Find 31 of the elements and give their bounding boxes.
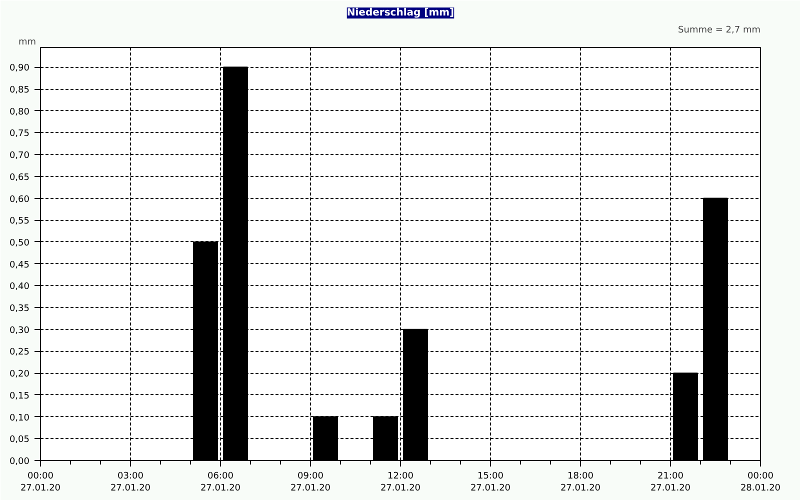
y-tick-label: 0,85 (9, 86, 30, 96)
y-tick-label: 0,55 (9, 216, 30, 227)
y-tick-label: 0,50 (9, 238, 30, 248)
x-tick-label: 15:00 27.01.20 (470, 472, 511, 494)
x-tick-label: 00:00 28.01.20 (740, 472, 781, 494)
y-tick-label: 0,80 (9, 107, 30, 118)
y-tick-label: 0,10 (9, 413, 30, 424)
text: Summe = 2,7 mm (678, 26, 761, 36)
y-tick-label: 0,25 (9, 348, 30, 358)
x-tick-label: 18:00 27.01.20 (560, 472, 601, 494)
x-tick-label: 06:00 27.01.20 (200, 472, 241, 494)
y-tick-label: 0,00 (9, 457, 30, 467)
y-tick-label: 0,90 (9, 64, 30, 74)
x-tick-label: 00:00 27.01.20 (20, 472, 61, 494)
y-tick-label: 0,05 (9, 435, 30, 446)
x-tick-label: 03:00 27.01.20 (110, 472, 151, 494)
y-tick-label: 0,30 (9, 326, 30, 336)
x-tick-label: 21:00 27.01.20 (650, 472, 691, 494)
x-tick-label: 09:00 27.01.20 (290, 472, 331, 494)
y-tick-label: 0,60 (9, 194, 30, 205)
y-tick-label: 0,20 (9, 370, 30, 380)
y-axis-title: mm (18, 38, 36, 48)
y-tick-label: 0,75 (9, 129, 30, 140)
x-tick-label: 12:00 27.01.20 (380, 472, 421, 494)
y-tick-label: 0,40 (9, 282, 30, 292)
y-tick-label: 0,45 (9, 260, 30, 270)
y-tick-label: 0,65 (9, 172, 30, 183)
y-tick-label: 0,35 (9, 304, 30, 314)
y-tick-label: 0,15 (9, 391, 30, 402)
y-tick-label: 0,70 (9, 151, 30, 162)
chart-title: Niederschlag [mm] (346, 8, 454, 18)
